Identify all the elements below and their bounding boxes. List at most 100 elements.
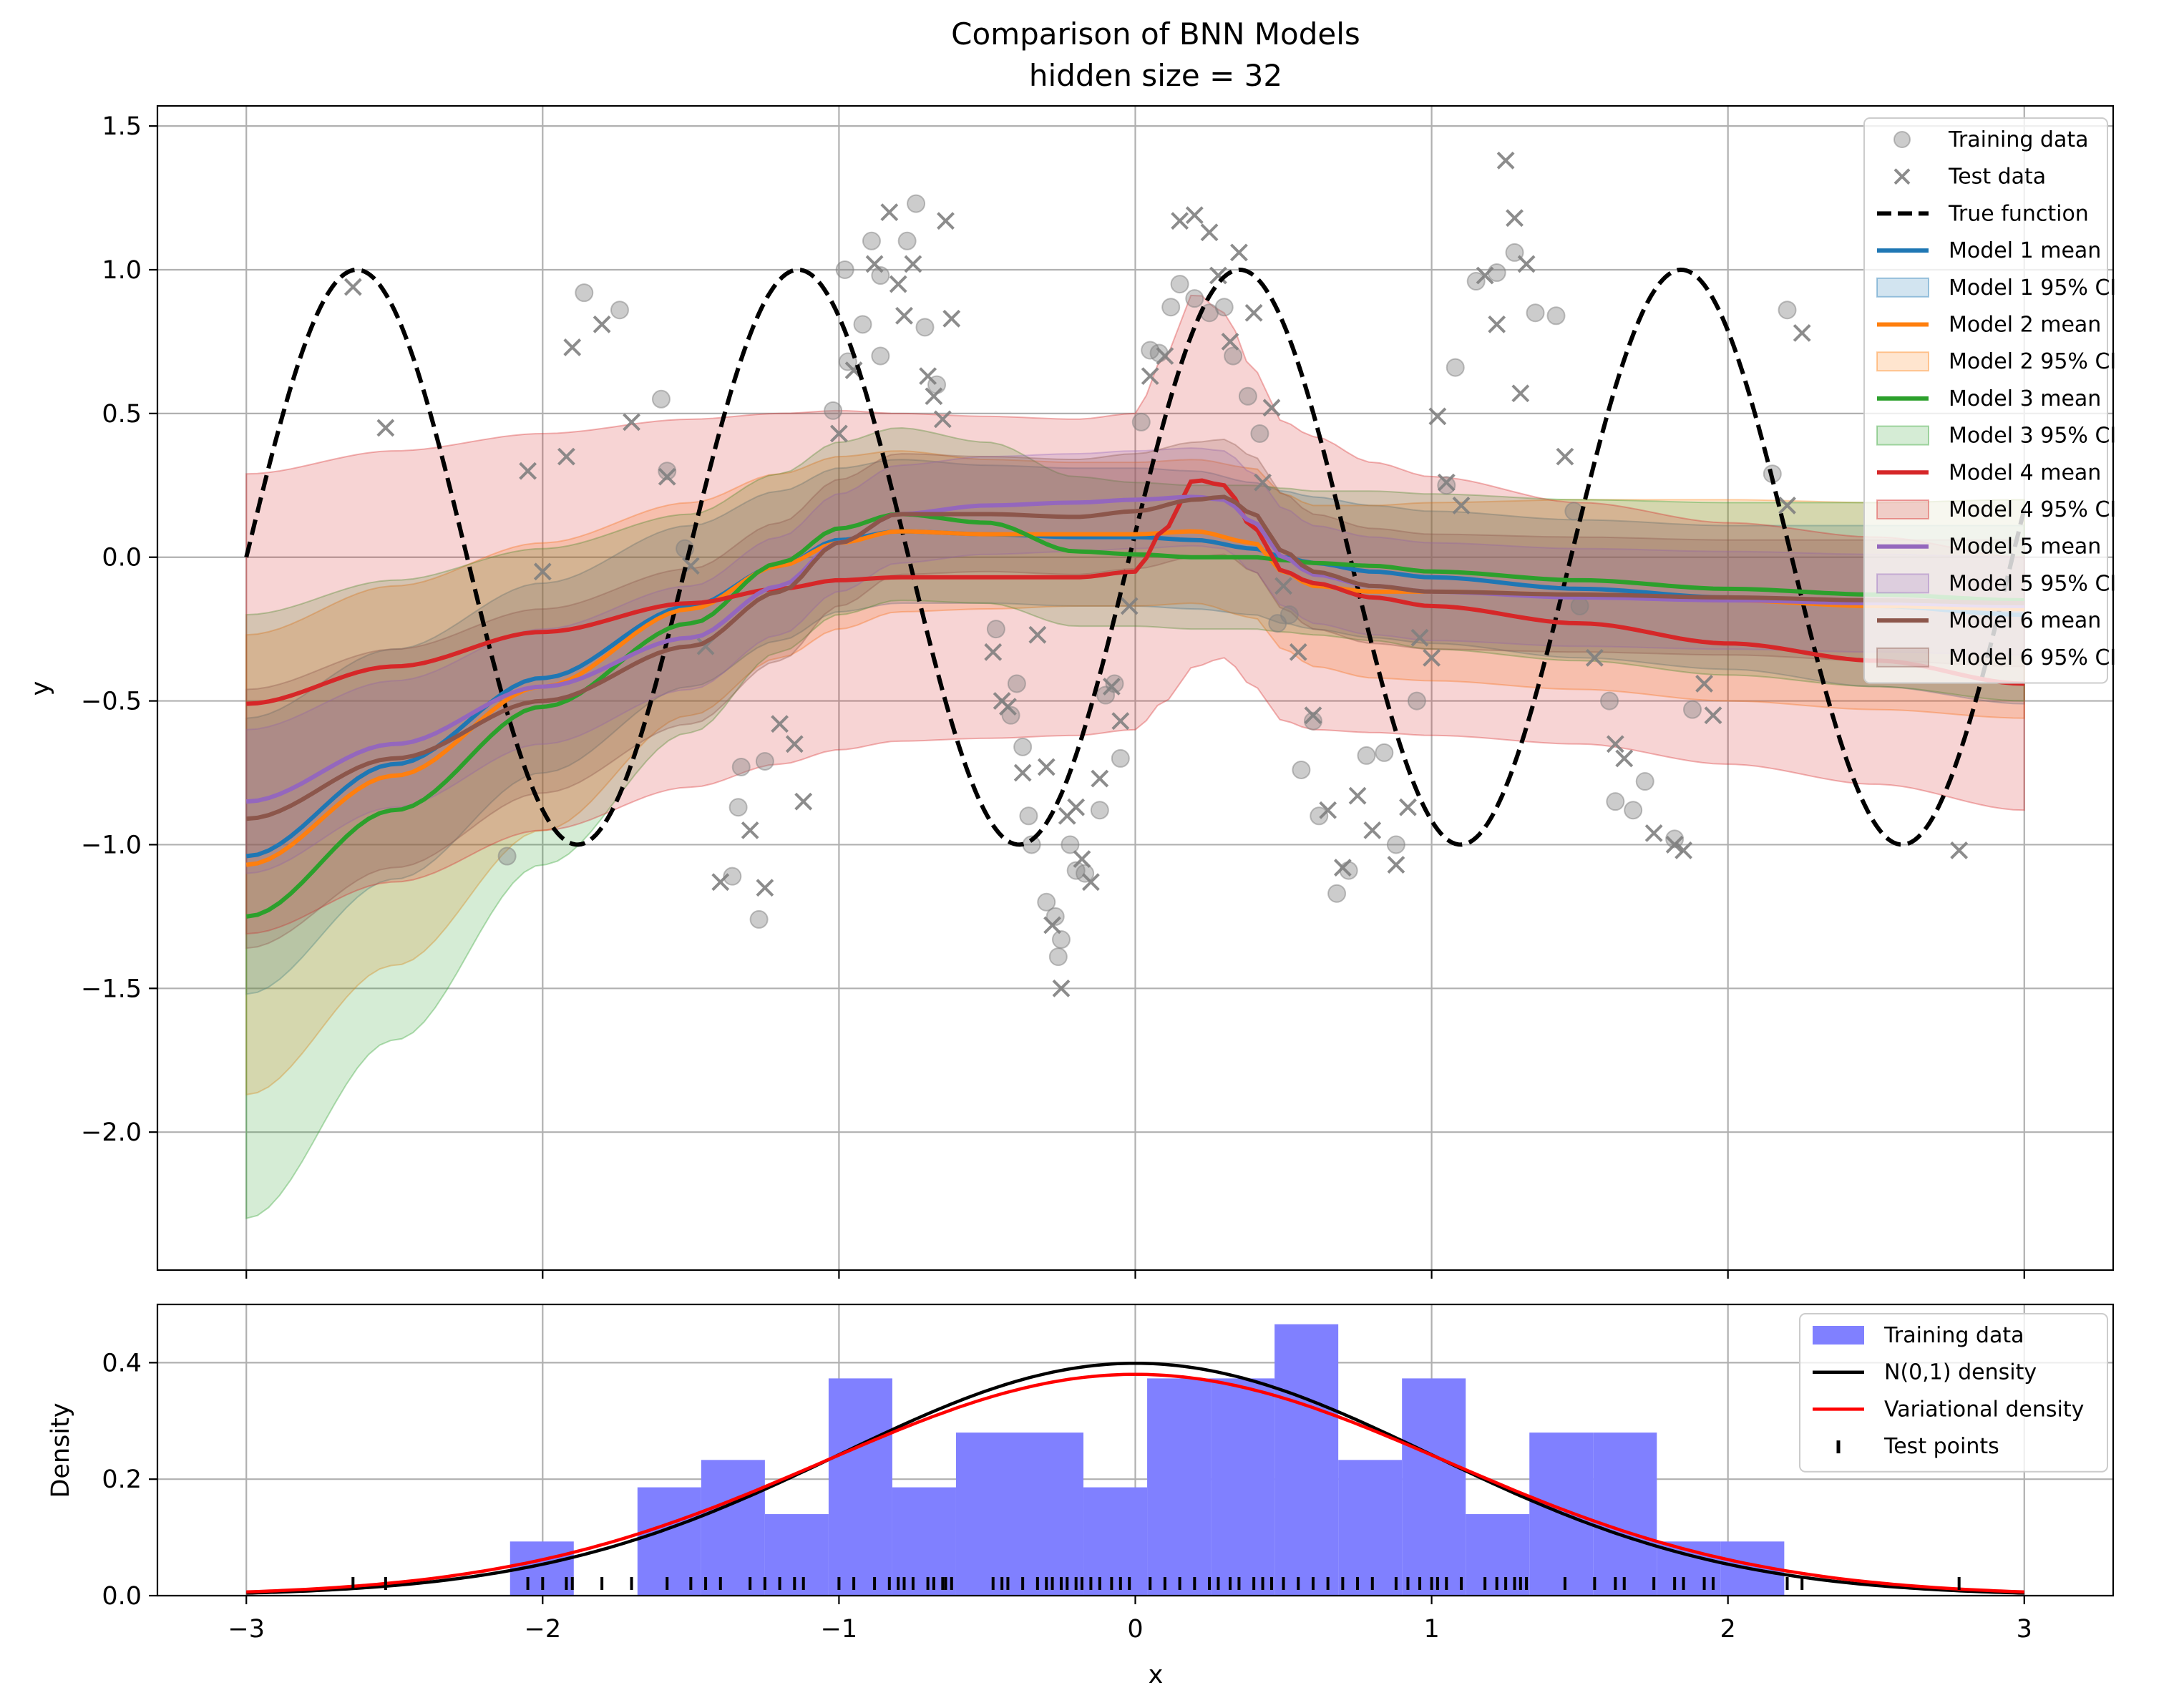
test-point xyxy=(1043,916,1061,934)
test-point xyxy=(1793,323,1811,342)
test-point xyxy=(1102,678,1121,696)
legend-label: N(0,1) density xyxy=(1884,1360,2037,1385)
test-point xyxy=(756,879,774,897)
legend-label: Model 2 95% CI xyxy=(1949,349,2116,374)
test-point xyxy=(1488,315,1506,333)
legend-marker-x xyxy=(1893,168,1911,185)
top-ytick-label: −0.5 xyxy=(81,688,142,716)
histogram-bar xyxy=(955,1433,1020,1596)
test-point xyxy=(1200,223,1219,242)
training-point xyxy=(986,620,1005,639)
training-point xyxy=(1131,412,1151,431)
training-point xyxy=(1407,691,1426,711)
bottom-ytick-label: 0.4 xyxy=(102,1349,142,1377)
training-point xyxy=(838,352,857,371)
legend-label: Model 6 mean xyxy=(1949,608,2101,633)
histogram-bars xyxy=(510,1324,1785,1596)
mean-line-model-3 xyxy=(245,512,2024,919)
test-point xyxy=(1348,786,1367,805)
training-point xyxy=(497,846,517,866)
test-point xyxy=(904,255,922,273)
test-point xyxy=(1081,873,1100,892)
bottom-xtick-label: −3 xyxy=(228,1615,265,1644)
training-point xyxy=(871,266,890,286)
top-ytick-label: 1.0 xyxy=(102,256,142,285)
training-point xyxy=(1665,829,1685,849)
training-point xyxy=(658,462,677,481)
training-point xyxy=(1292,760,1311,779)
bottom-xlabel: x xyxy=(1149,1661,1164,1689)
training-point xyxy=(824,401,843,420)
test-point xyxy=(1304,706,1322,725)
ci-band-model-2 xyxy=(245,450,2025,1096)
bottom-ytick-label: 0.0 xyxy=(102,1582,142,1611)
histogram-bar xyxy=(1338,1460,1403,1596)
training-point xyxy=(862,231,881,250)
legend-label: True function xyxy=(1948,201,2089,226)
test-point xyxy=(557,447,575,466)
training-point xyxy=(1051,930,1071,950)
top-ytick-label: 1.5 xyxy=(102,112,142,141)
test-point xyxy=(658,467,676,486)
training-point xyxy=(651,389,671,409)
test-point xyxy=(1675,841,1692,859)
training-point xyxy=(853,315,872,334)
test-point xyxy=(1013,763,1032,782)
top-ylabel: y xyxy=(26,681,55,696)
bottom-axes: −3 −2 −1 0 1 2 3 0.0 0.2 0.4 x Density Training d… xyxy=(47,1303,2115,1689)
legend-patch xyxy=(1813,1326,1864,1345)
test-point xyxy=(1665,836,1684,854)
test-point xyxy=(1556,447,1574,466)
training-point xyxy=(1327,884,1347,903)
bottom-ticks: −3 −2 −1 0 1 2 3 0.0 0.2 0.4 xyxy=(102,1349,2032,1644)
test-point xyxy=(999,698,1017,716)
legend-label: Model 5 mean xyxy=(1949,535,2101,560)
test-point xyxy=(1452,496,1471,514)
training-point xyxy=(1600,691,1619,711)
test-point xyxy=(1111,712,1130,731)
variational-density-curve xyxy=(246,1372,2024,1594)
histogram-bar xyxy=(1147,1378,1212,1596)
legend-patch xyxy=(1876,647,1929,668)
mean-line-model-4 xyxy=(246,478,2024,706)
test-point xyxy=(1120,597,1139,615)
training-point xyxy=(723,867,742,886)
legend-label: Training data xyxy=(1883,1323,2024,1348)
training-point xyxy=(1170,275,1189,294)
legend-patch xyxy=(1876,499,1929,519)
training-point xyxy=(575,283,594,303)
legend-marker-circle xyxy=(1893,131,1911,148)
test-point xyxy=(1644,824,1663,842)
training-point xyxy=(1624,801,1643,820)
legend-label: Model 1 mean xyxy=(1949,238,2101,263)
top-legend: Training data Test data True function Model… xyxy=(1863,117,2116,684)
test-point xyxy=(711,873,730,892)
training-point xyxy=(1303,711,1322,731)
test-point xyxy=(1437,473,1456,492)
test-point xyxy=(1073,850,1091,868)
training-point xyxy=(1546,306,1566,326)
training-point xyxy=(915,318,935,337)
test-point xyxy=(1517,255,1536,273)
training-point xyxy=(1357,746,1376,765)
test-point xyxy=(1052,979,1071,997)
histogram-bar xyxy=(1020,1433,1084,1596)
test-point xyxy=(933,410,952,429)
bottom-ylabel: Density xyxy=(47,1402,75,1498)
legend-label: Test data xyxy=(1948,165,2046,190)
normal-density-curve xyxy=(246,1362,2024,1595)
training-point xyxy=(1048,947,1068,967)
training-point xyxy=(1037,892,1056,912)
training-point xyxy=(897,231,917,250)
training-point xyxy=(1061,835,1080,854)
ci-bands xyxy=(245,294,2025,1219)
training-point xyxy=(1778,301,1797,320)
top-ticks: 1.5 1.0 0.5 0.0 −0.5 −1.0 −1.5 −2.0 xyxy=(81,112,2025,1279)
legend-label: Variational density xyxy=(1884,1397,2084,1422)
test-point xyxy=(1244,303,1263,322)
histogram-bar xyxy=(1211,1378,1275,1596)
top-axes: 1.5 1.0 0.5 0.0 −0.5 −1.0 −1.5 −2.0 y Training … xyxy=(26,104,2116,1279)
training-point xyxy=(1606,792,1625,811)
test-point xyxy=(1585,648,1604,667)
test-point xyxy=(376,419,395,437)
